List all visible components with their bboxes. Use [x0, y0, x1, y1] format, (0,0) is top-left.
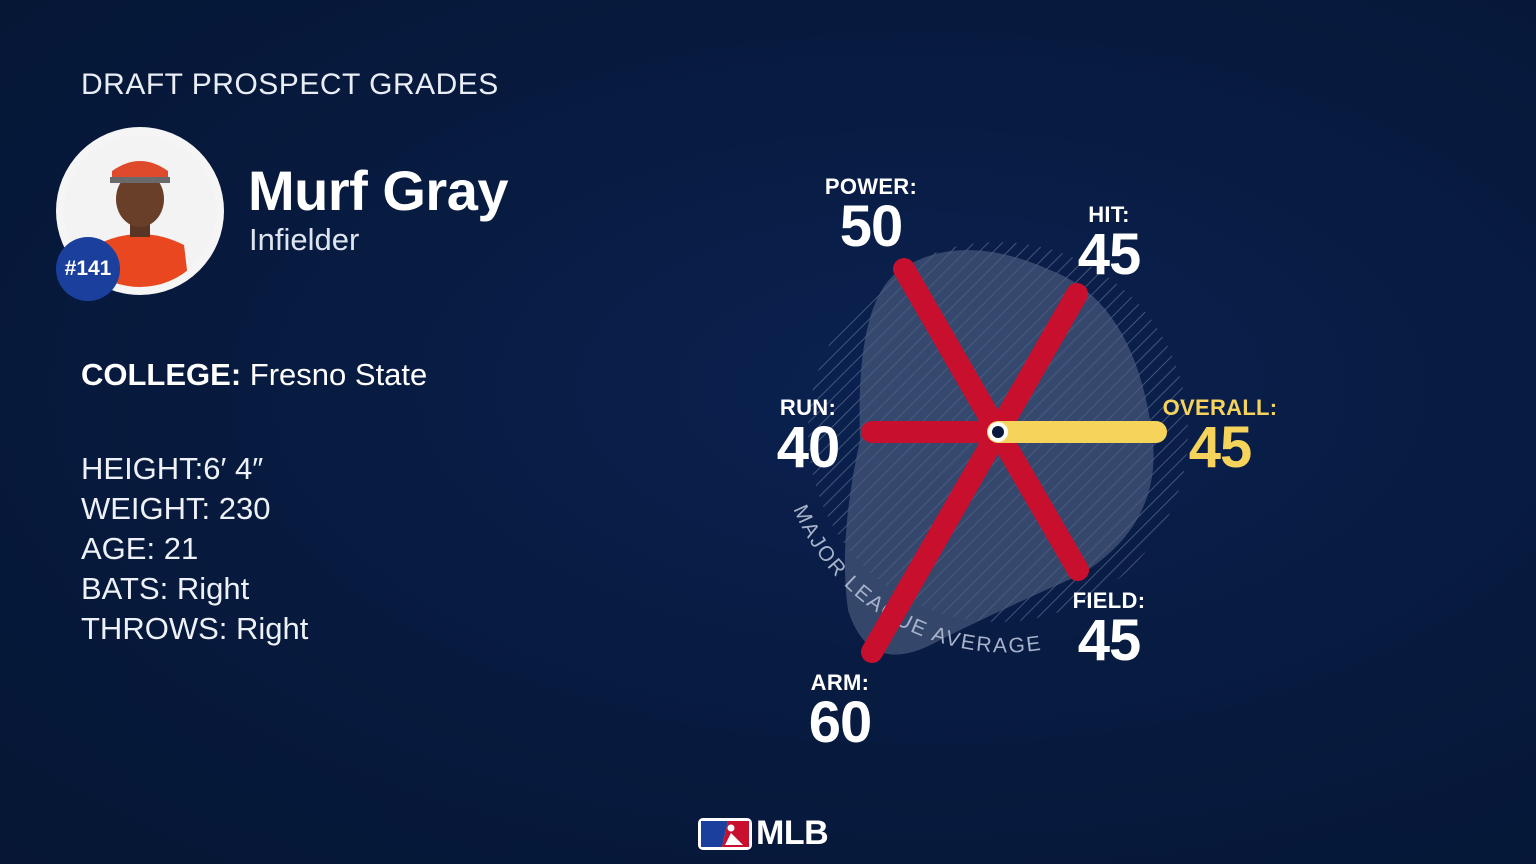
- college-value: Fresno State: [249, 357, 428, 392]
- mlb-logo: MLB: [698, 814, 829, 853]
- spoke-field: [987, 421, 1089, 581]
- grade-run: RUN: 40: [776, 395, 841, 480]
- stat-bats: BATS: Right: [81, 571, 250, 606]
- player-stats: HEIGHT:6′ 4″ WEIGHT: 230 AGE: 21 BATS: R…: [81, 449, 308, 649]
- college-label: COLLEGE:: [81, 357, 242, 392]
- grade-spokes: [861, 258, 1089, 663]
- stat-weight: WEIGHT: 230: [81, 491, 271, 526]
- spoke-power: [893, 258, 1009, 443]
- chart-center-dot: [992, 426, 1004, 438]
- grade-field: FIELD: 45: [1072, 588, 1146, 673]
- grade-overall: OVERALL: 45: [1162, 395, 1278, 480]
- spoke-hit: [987, 283, 1088, 443]
- player-name: Murf Gray: [248, 159, 509, 222]
- rank-badge: #141: [56, 237, 120, 301]
- stat-height: HEIGHT:6′ 4″: [81, 451, 264, 486]
- grade-arm: ARM: 60: [808, 670, 873, 755]
- spoke-arm: [861, 421, 1009, 663]
- grade-power: POWER: 50: [824, 174, 918, 259]
- grade-hit: HIT: 45: [1077, 202, 1142, 287]
- mlb-batter-icon: [698, 817, 752, 850]
- stat-throws: THROWS: Right: [81, 611, 309, 646]
- stat-age: AGE: 21: [81, 531, 199, 566]
- college-line: COLLEGE: Fresno State: [81, 357, 427, 393]
- section-title: DRAFT PROSPECT GRADES: [81, 68, 499, 101]
- player-position: Infielder: [249, 222, 360, 257]
- mlb-logo-text: MLB: [756, 814, 829, 852]
